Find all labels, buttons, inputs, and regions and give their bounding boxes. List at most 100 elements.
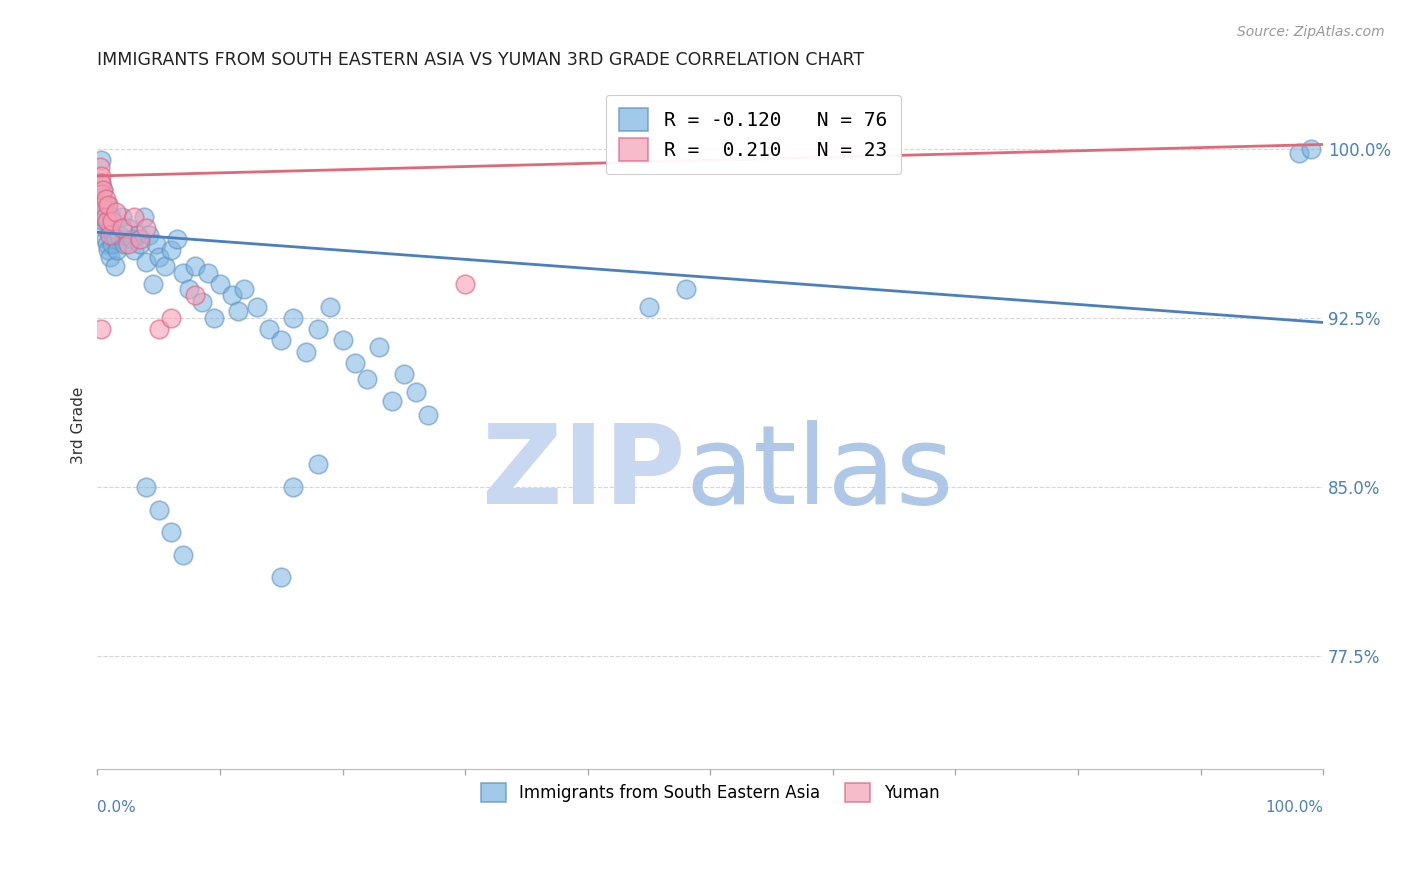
Point [98, 220, 121, 235]
Legend: Immigrants from South Eastern Asia, Yuman: Immigrants from South Eastern Asia, Yuma… [474, 776, 946, 808]
Point [98, 250, 121, 264]
Point [111, 210, 134, 224]
Point [638, 300, 661, 314]
Point [135, 480, 157, 494]
Point [184, 259, 207, 273]
Point [90, 176, 112, 190]
Point [91, 192, 114, 206]
Point [97, 198, 120, 212]
Point [1299, 142, 1322, 156]
Point [343, 356, 366, 370]
Point [94, 192, 117, 206]
Point [283, 310, 305, 325]
Point [90, 322, 112, 336]
Point [270, 334, 292, 348]
Text: ZIP: ZIP [482, 419, 686, 526]
Point [104, 205, 127, 219]
Point [129, 232, 152, 246]
Point [172, 548, 194, 562]
Point [91, 205, 114, 219]
Point [202, 310, 225, 325]
Point [454, 277, 477, 292]
Point [418, 408, 440, 422]
Point [138, 227, 160, 242]
Point [153, 259, 176, 273]
Point [112, 236, 135, 251]
Point [190, 295, 212, 310]
Point [160, 524, 183, 539]
Point [208, 277, 231, 292]
Text: IMMIGRANTS FROM SOUTH EASTERN ASIA VS YUMAN 3RD GRADE CORRELATION CHART: IMMIGRANTS FROM SOUTH EASTERN ASIA VS YU… [97, 51, 865, 69]
Point [122, 210, 145, 224]
Text: 0.0%: 0.0% [97, 799, 136, 814]
Text: 100.0%: 100.0% [1265, 799, 1323, 814]
Point [103, 259, 125, 273]
Point [166, 232, 188, 246]
Point [148, 250, 170, 264]
Point [380, 394, 402, 409]
Point [121, 232, 143, 246]
Point [90, 176, 112, 190]
Point [93, 182, 115, 196]
Y-axis label: 3rd Grade: 3rd Grade [72, 386, 86, 464]
Point [117, 220, 139, 235]
Point [148, 502, 170, 516]
Point [101, 236, 124, 251]
Point [141, 277, 163, 292]
Point [93, 220, 115, 235]
Point [145, 236, 167, 251]
Point [96, 236, 118, 251]
Point [89, 160, 111, 174]
Point [270, 570, 292, 584]
Point [135, 220, 157, 235]
Point [172, 266, 194, 280]
Point [101, 214, 124, 228]
Point [117, 236, 139, 251]
Point [257, 322, 280, 336]
Point [294, 344, 316, 359]
Point [392, 368, 415, 382]
Point [135, 254, 157, 268]
Point [100, 210, 122, 224]
Point [160, 244, 183, 258]
Point [97, 244, 120, 258]
Point [93, 198, 115, 212]
Point [1288, 146, 1310, 161]
Point [221, 288, 243, 302]
Point [90, 153, 112, 168]
Point [125, 227, 148, 242]
Point [98, 227, 121, 242]
Point [103, 227, 125, 242]
Point [356, 372, 378, 386]
Point [368, 340, 391, 354]
Point [97, 198, 120, 212]
Point [160, 310, 183, 325]
Text: Source: ZipAtlas.com: Source: ZipAtlas.com [1237, 25, 1385, 39]
Point [675, 282, 697, 296]
Point [122, 244, 145, 258]
Point [93, 210, 115, 224]
Point [246, 300, 269, 314]
Point [89, 187, 111, 202]
Point [94, 210, 117, 224]
Point [93, 182, 115, 196]
Point [105, 244, 128, 258]
Point [148, 322, 170, 336]
Point [132, 210, 155, 224]
Point [226, 304, 249, 318]
Point [90, 169, 112, 183]
Point [91, 187, 114, 202]
Point [93, 214, 115, 228]
Point [111, 220, 134, 235]
Point [332, 334, 354, 348]
Point [283, 480, 305, 494]
Point [233, 282, 256, 296]
Point [179, 282, 201, 296]
Point [405, 385, 427, 400]
Point [96, 214, 118, 228]
Point [129, 236, 152, 251]
Point [96, 214, 118, 228]
Point [94, 232, 117, 246]
Point [307, 322, 329, 336]
Text: atlas: atlas [686, 419, 955, 526]
